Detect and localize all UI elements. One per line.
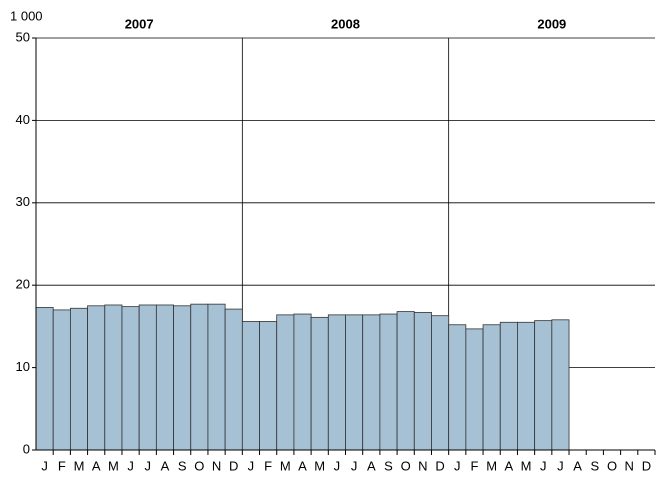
- bar: [534, 320, 553, 451]
- bar: [173, 305, 192, 451]
- x-tick-label: O: [194, 458, 204, 473]
- y-tick-label: 30: [16, 194, 30, 209]
- bar: [362, 314, 381, 451]
- x-tick-label: D: [435, 458, 444, 473]
- bar: [551, 319, 570, 451]
- bar: [345, 314, 364, 451]
- x-tick-label: M: [74, 458, 85, 473]
- x-tick-label: A: [505, 458, 514, 473]
- bar: [52, 309, 71, 451]
- x-tick-label: M: [486, 458, 497, 473]
- x-tick-label: J: [351, 458, 358, 473]
- bar: [465, 328, 484, 451]
- y-tick-label: 10: [16, 359, 30, 374]
- x-tick-label: J: [557, 458, 564, 473]
- x-tick-label: J: [41, 458, 48, 473]
- bar: [121, 306, 140, 451]
- x-tick-label: A: [367, 458, 376, 473]
- x-tick-label: M: [280, 458, 291, 473]
- x-tick-label: S: [590, 458, 599, 473]
- bar: [431, 315, 450, 451]
- bar: [379, 313, 398, 451]
- bar: [87, 305, 106, 451]
- bar: [310, 316, 329, 451]
- x-tick-label: N: [418, 458, 427, 473]
- x-tick-label: M: [108, 458, 119, 473]
- x-tick-label: S: [384, 458, 393, 473]
- year-label: 2007: [125, 16, 154, 31]
- x-tick-label: J: [454, 458, 461, 473]
- bar: [207, 303, 226, 451]
- bar: [293, 313, 312, 451]
- x-tick-label: A: [92, 458, 101, 473]
- x-tick-label: J: [127, 458, 134, 473]
- bar: [448, 324, 467, 451]
- x-tick-label: M: [521, 458, 532, 473]
- bar: [276, 314, 295, 451]
- year-label: 2009: [537, 16, 566, 31]
- x-tick-label: M: [314, 458, 325, 473]
- bar: [155, 304, 174, 451]
- y-tick-label: 40: [16, 112, 30, 127]
- bar: [224, 308, 243, 451]
- x-tick-label: A: [298, 458, 307, 473]
- x-tick-label: J: [248, 458, 255, 473]
- bar: [259, 321, 278, 451]
- y-tick-label: 50: [16, 29, 30, 44]
- bar: [499, 321, 518, 451]
- x-tick-label: F: [58, 458, 66, 473]
- bar: [69, 307, 88, 451]
- x-tick-label: J: [334, 458, 341, 473]
- bar: [35, 307, 54, 451]
- x-tick-label: N: [212, 458, 221, 473]
- year-label: 2008: [331, 16, 360, 31]
- bar: [241, 321, 260, 451]
- x-tick-label: A: [573, 458, 582, 473]
- y-tick-label: 0: [23, 441, 30, 456]
- x-tick-label: N: [625, 458, 634, 473]
- x-tick-label: J: [145, 458, 152, 473]
- bar: [517, 321, 536, 451]
- y-unit-label: 1 000: [10, 8, 43, 23]
- x-tick-label: O: [401, 458, 411, 473]
- bar: [138, 304, 157, 451]
- x-tick-label: J: [540, 458, 547, 473]
- bar: [104, 304, 123, 451]
- y-tick-label: 20: [16, 277, 30, 292]
- bar: [413, 311, 432, 451]
- x-tick-label: F: [264, 458, 272, 473]
- bar: [327, 314, 346, 451]
- bar: [396, 311, 415, 451]
- x-tick-label: O: [607, 458, 617, 473]
- x-tick-label: A: [161, 458, 170, 473]
- x-tick-label: D: [642, 458, 651, 473]
- x-tick-label: F: [470, 458, 478, 473]
- x-tick-label: S: [178, 458, 187, 473]
- x-tick-label: D: [229, 458, 238, 473]
- bar: [482, 324, 501, 451]
- bar: [190, 303, 209, 451]
